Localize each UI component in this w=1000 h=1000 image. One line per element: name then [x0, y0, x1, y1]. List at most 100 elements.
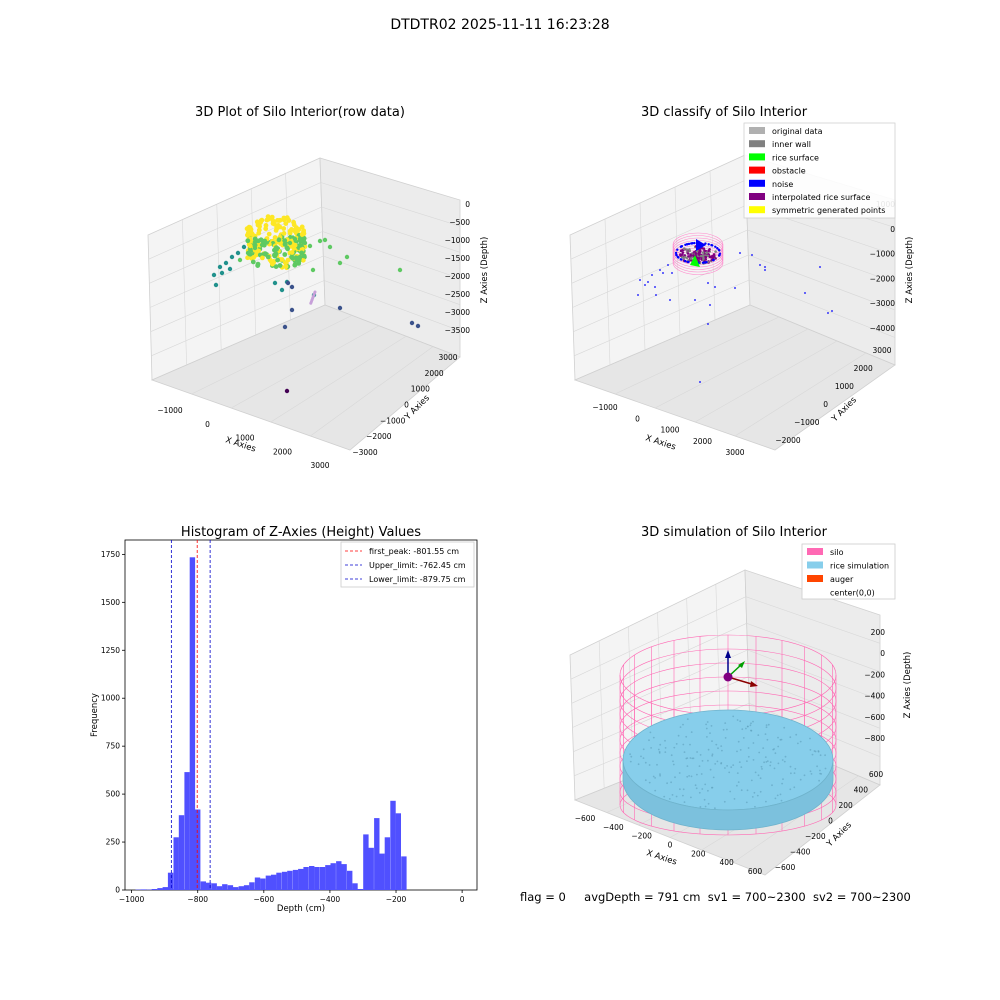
- rice-grain: [679, 788, 681, 791]
- noise-point: [687, 260, 690, 264]
- data-point: [285, 280, 291, 286]
- data-point: [247, 243, 253, 249]
- data-point: [217, 264, 223, 270]
- rice-grain: [652, 736, 655, 739]
- rice-grain: [765, 724, 768, 726]
- rice-grain: [689, 743, 691, 746]
- rice-grain: [682, 723, 684, 726]
- data-point: [299, 224, 305, 230]
- rice-grain: [749, 724, 752, 727]
- data-point: [250, 259, 256, 265]
- classified-point: [689, 253, 692, 256]
- legend-label: rice simulation: [830, 562, 889, 571]
- x-tick-label: 0: [460, 895, 465, 904]
- rice-grain: [654, 777, 656, 779]
- histogram-bar: [254, 877, 261, 890]
- data-point: [292, 262, 298, 267]
- y-tick-label: 2000: [425, 369, 444, 378]
- grid-line: [749, 703, 881, 757]
- data-point: [275, 257, 280, 263]
- rice-grain: [757, 734, 760, 736]
- x-tick-label: 3000: [725, 448, 744, 457]
- rice-grain: [705, 727, 708, 730]
- auger-x-arrow-head: [750, 681, 758, 687]
- y-tick-label: −200: [805, 832, 826, 841]
- noise-point: [804, 292, 806, 294]
- x-tick-label: 3000: [310, 461, 329, 470]
- data-point: [287, 230, 293, 236]
- x-tick-label: −1000: [157, 406, 183, 415]
- rice-grain: [659, 743, 662, 746]
- data-point: [337, 305, 343, 311]
- data-point: [299, 250, 304, 256]
- rice-grain: [712, 776, 715, 779]
- grid-line: [733, 775, 859, 863]
- classified-point: [705, 251, 708, 254]
- x-axis-label: Depth (cm): [277, 904, 325, 914]
- legend-swatch: [749, 179, 765, 187]
- histogram-bar: [336, 861, 342, 890]
- rice-grain: [762, 747, 765, 749]
- rice-grain: [690, 796, 692, 799]
- data-point: [272, 235, 278, 240]
- noise-point: [679, 258, 683, 261]
- rice-grain: [686, 718, 689, 720]
- rice-grain: [650, 747, 652, 749]
- rice-grain: [682, 743, 685, 746]
- data-point: [247, 247, 253, 252]
- rice-grain: [670, 754, 673, 757]
- rice-grain: [706, 736, 708, 738]
- x-tick-label: −600: [575, 814, 596, 823]
- data-point: [327, 244, 333, 250]
- rice-grain: [686, 765, 689, 767]
- data-point: [211, 272, 217, 278]
- rice-grain: [779, 793, 782, 796]
- data-point: [256, 230, 262, 236]
- silo-simulation-3d-plot: 3D simulation of Silo Interior −600−400−…: [569, 525, 913, 876]
- rice-surface-marker: [690, 255, 700, 267]
- data-point: [219, 270, 225, 276]
- classified-point: [697, 259, 700, 263]
- legend: original data inner wall rice surface obsta…: [743, 122, 896, 219]
- rice-grain: [765, 726, 768, 729]
- histogram-bar: [298, 868, 304, 890]
- rice-grain: [753, 791, 756, 794]
- rice-grain: [803, 774, 806, 777]
- grid-line: [191, 315, 353, 395]
- rice-grain: [745, 727, 747, 730]
- rice-grain: [649, 731, 652, 734]
- rice-grain: [675, 795, 678, 798]
- x-tick-label: −600: [254, 895, 275, 904]
- y-tick-label: 1000: [101, 694, 120, 703]
- data-point: [283, 221, 289, 226]
- data-point: [309, 301, 313, 305]
- rice-grain: [814, 750, 817, 753]
- grid-line: [749, 279, 896, 338]
- rice-grain: [682, 788, 685, 791]
- axes-panes: [147, 157, 461, 451]
- rice-grain: [629, 753, 631, 756]
- data-point: [245, 250, 251, 256]
- noise-point: [680, 245, 684, 248]
- rice-grain: [644, 779, 647, 782]
- rice-grain: [819, 769, 821, 772]
- rice-grain: [707, 759, 709, 762]
- legend-swatch: [807, 561, 823, 569]
- legend-label: rice surface: [772, 153, 819, 162]
- histogram-bars: [135, 557, 407, 890]
- rice-grain: [793, 772, 796, 774]
- sv1-text: sv1 = 700~2300: [707, 890, 806, 904]
- data-point: [300, 257, 306, 263]
- noise-point: [831, 310, 833, 312]
- grid-line: [310, 346, 434, 437]
- rice-grain: [664, 747, 667, 749]
- histogram-bar: [347, 870, 353, 890]
- rice-grain: [724, 737, 727, 739]
- y-tick-label: 1750: [101, 550, 120, 559]
- y-tick-label: −1000: [380, 416, 406, 425]
- x-tick-label: 1000: [235, 434, 254, 443]
- rice-grain: [760, 765, 763, 768]
- x-tick-label: 400: [720, 858, 735, 867]
- rice-grain: [640, 755, 642, 758]
- grid-line: [570, 179, 746, 260]
